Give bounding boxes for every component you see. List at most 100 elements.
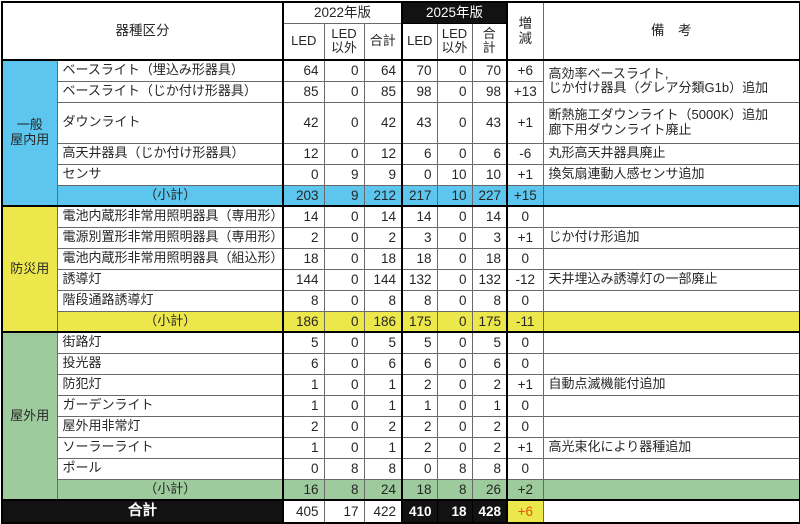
grand-total-2022-total: 422 bbox=[363, 499, 403, 524]
value-2025-led: 132 bbox=[401, 268, 438, 291]
value-2022-led: 42 bbox=[282, 101, 325, 144]
value-2022-led: 85 bbox=[282, 80, 325, 103]
grand-total-label: 合計 bbox=[1, 499, 284, 524]
value-2025-led: 3 bbox=[401, 226, 438, 249]
value-2022-led: 6 bbox=[282, 352, 325, 375]
value-2022-total: 2 bbox=[363, 415, 403, 438]
value-2022-total: 1 bbox=[363, 373, 403, 396]
change-header: 増減 bbox=[506, 1, 544, 61]
table-body: 一般 屋内用 ベースライト（埋込み形器具） 64 0 64 70 0 70 +6 高効率ベースライ… bbox=[1, 59, 800, 524]
value-2025-led: 98 bbox=[401, 80, 438, 103]
change-value: +6 bbox=[506, 59, 544, 82]
remark-cell: 高効率ベースライト, じか付け器具（グレア分類G1b）追加 bbox=[542, 59, 800, 103]
change-value: 0 bbox=[506, 457, 544, 480]
value-2022-total: 5 bbox=[363, 331, 403, 354]
value-2025-non-led: 10 bbox=[436, 163, 473, 186]
subtotal-change-value: +2 bbox=[506, 478, 544, 501]
grand-total-2022-led: 405 bbox=[282, 499, 325, 524]
value-2025-led: 6 bbox=[401, 352, 438, 375]
change-value: -12 bbox=[506, 268, 544, 291]
value-2025-non-led: 0 bbox=[436, 289, 473, 312]
value-2022-led: 2 bbox=[282, 415, 325, 438]
value-2025-led: 8 bbox=[401, 289, 438, 312]
value-2025-non-led: 0 bbox=[436, 331, 473, 354]
value-2022-total: 42 bbox=[363, 101, 403, 144]
value-2025-led: 70 bbox=[401, 59, 438, 82]
value-2025-led: 14 bbox=[401, 205, 438, 228]
value-2022-non-led: 8 bbox=[323, 457, 365, 480]
item-name: ポール bbox=[56, 457, 284, 480]
item-name: 電源別置形非常用照明器具（専用形） bbox=[56, 226, 284, 249]
value-2022-non-led: 0 bbox=[323, 394, 365, 417]
category-cell: 屋外用 bbox=[1, 331, 58, 501]
edition-2022-header: 2022年版 bbox=[281, 1, 403, 24]
value-2025-led: 6 bbox=[401, 142, 438, 165]
remark-cell bbox=[542, 331, 800, 354]
value-2025-total: 10 bbox=[471, 163, 509, 186]
value-2022-non-led: 0 bbox=[323, 373, 365, 396]
value-2022-led: 14 bbox=[282, 205, 325, 228]
value-2025-total: 1 bbox=[471, 394, 509, 417]
change-value: 0 bbox=[506, 415, 544, 438]
subtotal-2022-led: 203 bbox=[282, 184, 325, 207]
remark-cell bbox=[542, 415, 800, 438]
value-2025-non-led: 0 bbox=[436, 373, 473, 396]
item-name: センサ bbox=[56, 163, 284, 186]
value-2025-non-led: 0 bbox=[436, 415, 473, 438]
value-2022-non-led: 0 bbox=[323, 226, 365, 249]
grand-total-remark-cell bbox=[542, 499, 800, 524]
value-2022-non-led: 0 bbox=[323, 331, 365, 354]
value-2022-total: 144 bbox=[363, 268, 403, 291]
edition-2025-header: 2025年版 bbox=[401, 1, 509, 24]
value-2025-led: 0 bbox=[401, 457, 438, 480]
subtotal-2022-led: 16 bbox=[282, 478, 325, 501]
change-value: +1 bbox=[506, 373, 544, 396]
remark-cell bbox=[542, 247, 800, 270]
subtotal-2025-total: 175 bbox=[471, 310, 509, 333]
remark-cell bbox=[542, 289, 800, 312]
value-2022-total: 8 bbox=[363, 289, 403, 312]
value-2025-total: 3 bbox=[471, 226, 509, 249]
change-value: 0 bbox=[506, 352, 544, 375]
value-2025-total: 2 bbox=[471, 415, 509, 438]
value-2025-total: 98 bbox=[471, 80, 509, 103]
change-value: -6 bbox=[506, 142, 544, 165]
value-2025-total: 8 bbox=[471, 289, 509, 312]
remark-cell bbox=[542, 457, 800, 480]
value-2022-led: 1 bbox=[282, 394, 325, 417]
item-name: 誘導灯 bbox=[56, 268, 284, 291]
subtotal-2025-total: 227 bbox=[471, 184, 509, 207]
item-name: 電池内蔵形非常用照明器具（組込形） bbox=[56, 247, 284, 270]
value-2022-led: 0 bbox=[282, 457, 325, 480]
value-2025-total: 2 bbox=[471, 436, 509, 459]
item-name: 投光器 bbox=[56, 352, 284, 375]
value-2025-total: 2 bbox=[471, 373, 509, 396]
value-2022-led: 1 bbox=[282, 436, 325, 459]
subtotal-label: （小計） bbox=[56, 310, 284, 333]
value-2025-non-led: 0 bbox=[436, 247, 473, 270]
value-2022-led: 8 bbox=[282, 289, 325, 312]
value-2022-led: 64 bbox=[282, 59, 325, 82]
value-2025-led: 43 bbox=[401, 101, 438, 144]
value-2022-total: 1 bbox=[363, 436, 403, 459]
value-2025-led: 2 bbox=[401, 436, 438, 459]
table-header: 器種区分 2022年版 2025年版 増減 備 考 LED LED 以外 合計 … bbox=[1, 1, 800, 61]
subtotal-2022-total: 24 bbox=[363, 478, 403, 501]
subtotal-2022-led: 186 bbox=[282, 310, 325, 333]
value-2022-non-led: 0 bbox=[323, 289, 365, 312]
item-name: ダウンライト bbox=[56, 101, 284, 144]
value-2022-non-led: 0 bbox=[323, 59, 365, 82]
change-value: 0 bbox=[506, 247, 544, 270]
value-2025-led: 5 bbox=[401, 331, 438, 354]
value-2025-non-led: 0 bbox=[436, 59, 473, 82]
value-2025-non-led: 0 bbox=[436, 352, 473, 375]
category-header: 器種区分 bbox=[1, 1, 284, 61]
subtotal-2025-led: 175 bbox=[401, 310, 438, 333]
remark-cell: 換気扇連動人感センサ追加 bbox=[542, 163, 800, 186]
subtotal-2025-led: 217 bbox=[401, 184, 438, 207]
value-2025-total: 6 bbox=[471, 352, 509, 375]
value-2022-non-led: 0 bbox=[323, 80, 365, 103]
value-2022-total: 8 bbox=[363, 457, 403, 480]
